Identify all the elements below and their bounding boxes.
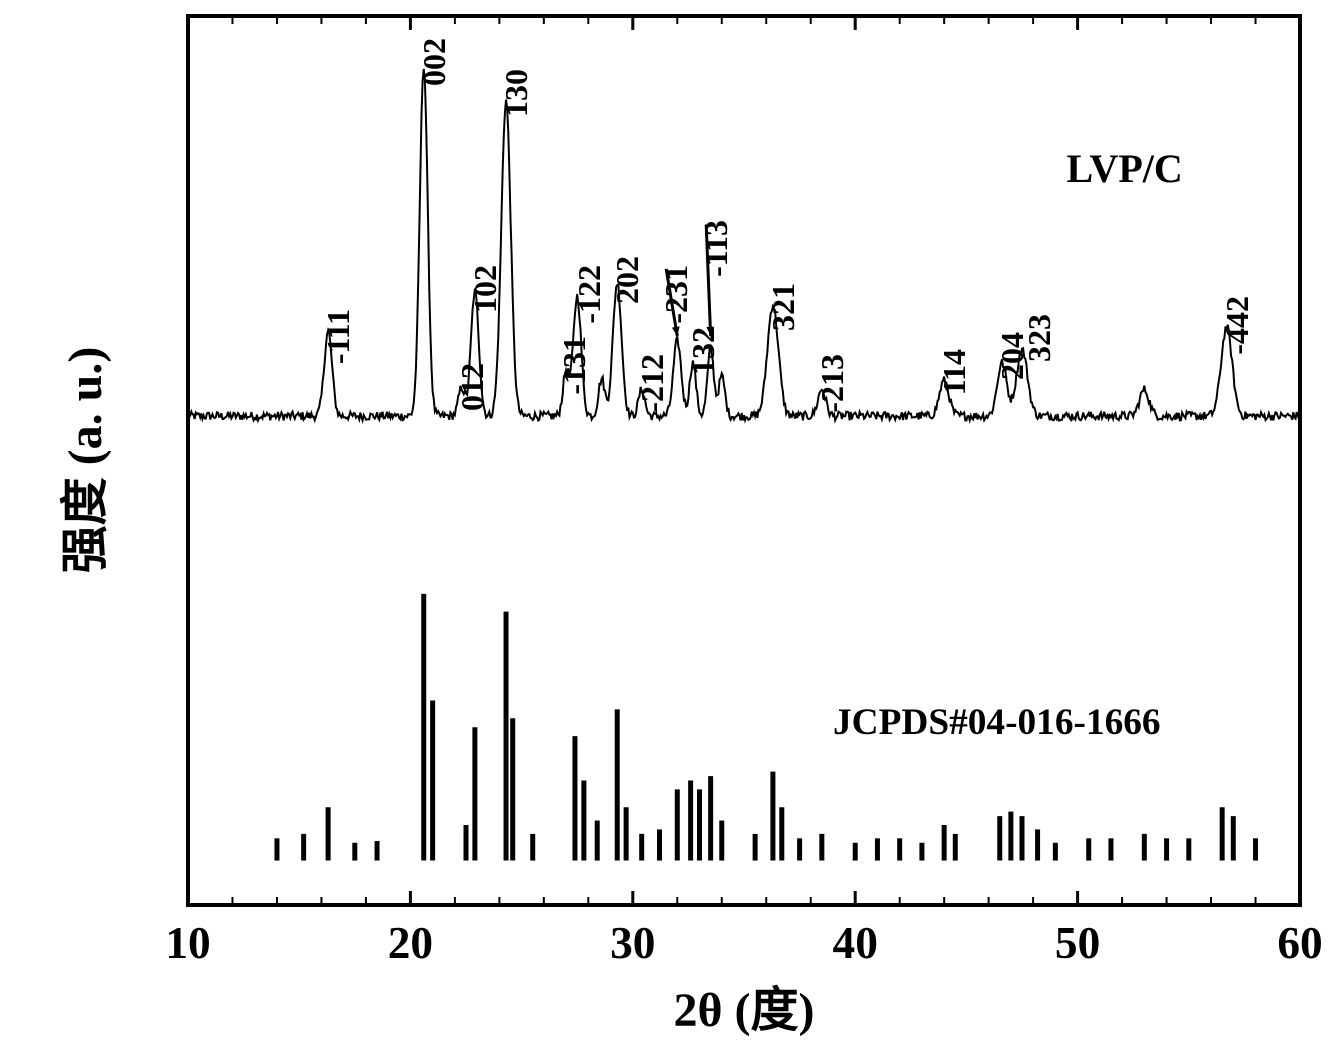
annotation-text: JCPDS#04-016-1666 xyxy=(833,701,1161,744)
peak-label: 130 xyxy=(498,69,535,117)
peak-label: -213 xyxy=(814,354,851,413)
peak-label: -122 xyxy=(571,265,608,324)
peak-label: -113 xyxy=(698,220,735,277)
annotation-text: LVP/C xyxy=(1066,145,1182,192)
peak-label: 202 xyxy=(609,256,646,304)
peak-label: 012 xyxy=(454,363,491,411)
peak-label: -442 xyxy=(1219,296,1256,355)
peak-label: 321 xyxy=(765,283,802,331)
peak-label: -212 xyxy=(634,354,671,413)
x-tick-label: 30 xyxy=(610,917,655,969)
x-ticks-major xyxy=(188,891,1300,905)
x-tick-label: 60 xyxy=(1277,917,1322,969)
peak-label: 114 xyxy=(936,349,973,395)
peak-label: 002 xyxy=(416,38,453,86)
peak-label: 323 xyxy=(1021,314,1058,362)
x-tick-label: 40 xyxy=(833,917,878,969)
x-tick-label: 50 xyxy=(1055,917,1100,969)
peak-label: -111 xyxy=(320,309,357,364)
peak-label: -131 xyxy=(556,336,593,395)
x-tick-label: 10 xyxy=(165,917,210,969)
x-tick-label: 20 xyxy=(388,917,433,969)
peak-label: 132 xyxy=(685,327,722,375)
peak-label: 102 xyxy=(467,265,504,313)
x-ticks-top xyxy=(188,16,1300,30)
peak-label: -231 xyxy=(658,265,695,324)
xrd-figure: 强度 (a. u.) 2θ (度) 102030405060 -11100201… xyxy=(0,0,1334,1040)
xrd-curve xyxy=(188,69,1300,421)
